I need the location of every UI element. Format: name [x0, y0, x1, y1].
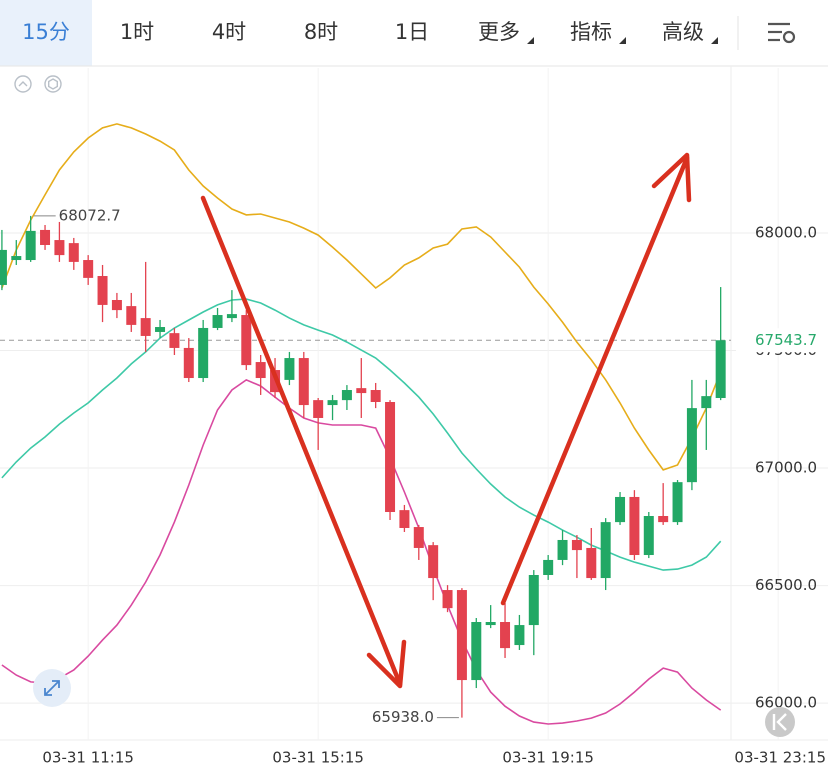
- candle-body: [284, 358, 295, 380]
- tab[interactable]: 8时: [304, 20, 338, 44]
- tab[interactable]: 更多: [478, 20, 520, 44]
- candle-body: [701, 396, 712, 409]
- candle-body: [600, 522, 611, 579]
- low-annotation: 65938.0: [372, 708, 434, 726]
- tab[interactable]: 指标: [570, 20, 612, 44]
- candle-body: [571, 539, 582, 551]
- y-tick-label: 68000.0: [755, 224, 817, 242]
- candle-body: [514, 625, 525, 646]
- high-annotation: 68072.7: [59, 206, 121, 224]
- dropdown-indicator: [527, 37, 718, 44]
- plot-area: [0, 123, 726, 725]
- candle-body: [126, 306, 137, 325]
- candle-body: [83, 260, 94, 278]
- candle-body: [40, 229, 51, 245]
- candle-body: [413, 527, 424, 548]
- x-tick-label: 03-31 11:15: [42, 749, 134, 767]
- candle-body: [97, 276, 108, 305]
- candle-body: [485, 622, 496, 626]
- candle-body: [500, 622, 511, 649]
- candle-body: [672, 482, 683, 523]
- candle-body: [356, 388, 367, 394]
- candle-body: [557, 539, 568, 560]
- candle-body: [471, 622, 482, 681]
- candle-body: [528, 574, 539, 626]
- y-tick-label: 66000.0: [755, 694, 817, 712]
- candle-body: [198, 327, 209, 379]
- y-tick-label: 67000.0: [755, 459, 817, 477]
- tab[interactable]: 1时: [120, 20, 154, 44]
- band-line: [1, 123, 722, 471]
- candle-body: [643, 516, 654, 556]
- candle-body: [212, 315, 223, 328]
- candle-body: [456, 590, 467, 681]
- x-tick-label: 03-31 23:15: [734, 749, 826, 767]
- tab[interactable]: 1日: [395, 20, 429, 44]
- grid: [0, 68, 828, 740]
- expand-button[interactable]: [33, 669, 71, 707]
- last-price-box: [736, 328, 828, 353]
- candle-body: [341, 390, 352, 401]
- candle-body: [658, 516, 669, 523]
- y-tick-label: 66500.0: [755, 576, 817, 594]
- candle-body: [68, 243, 79, 262]
- candle-body: [111, 299, 122, 311]
- candle-body: [629, 496, 640, 556]
- panel-icons[interactable]: [14, 75, 62, 93]
- candle-body: [428, 545, 439, 579]
- candle-body: [385, 402, 396, 513]
- candle-body: [155, 327, 166, 332]
- candle-body: [298, 358, 309, 406]
- candle-body: [54, 240, 65, 256]
- last-price-label: 67543.7: [755, 331, 817, 349]
- candle-body: [686, 408, 697, 483]
- selected-tab-bg: [0, 0, 92, 66]
- tab[interactable]: 4时: [212, 20, 246, 44]
- candle-body: [255, 362, 266, 379]
- x-tick-label: 03-31 19:15: [502, 749, 594, 767]
- candle-body: [327, 400, 338, 406]
- candle-body: [25, 230, 36, 261]
- candle-body: [543, 559, 554, 575]
- candle-body: [586, 547, 597, 579]
- candle-body: [183, 347, 194, 379]
- candle-body: [241, 315, 252, 366]
- candle-body: [226, 314, 237, 319]
- candle-body: [715, 340, 726, 399]
- tab[interactable]: 高级: [662, 20, 704, 44]
- settings-icon[interactable]: [768, 22, 796, 44]
- candle-body: [370, 390, 381, 403]
- candle-body: [169, 333, 180, 348]
- candle-body: [399, 510, 410, 528]
- candle-body: [615, 496, 626, 523]
- candle-body: [140, 318, 151, 336]
- reset-button[interactable]: [765, 707, 795, 737]
- tab[interactable]: 15分: [22, 20, 70, 44]
- candle-body: [0, 249, 7, 285]
- labels: 66000.066500.067000.067500.068000.003-31…: [33, 206, 828, 767]
- candle-body: [442, 590, 453, 609]
- candle-body: [313, 400, 324, 418]
- toolbar: [0, 0, 828, 66]
- trend-arrows: [200, 152, 692, 689]
- x-tick-label: 03-31 15:15: [272, 749, 364, 767]
- band-line: [1, 378, 722, 725]
- candle-body: [11, 256, 22, 261]
